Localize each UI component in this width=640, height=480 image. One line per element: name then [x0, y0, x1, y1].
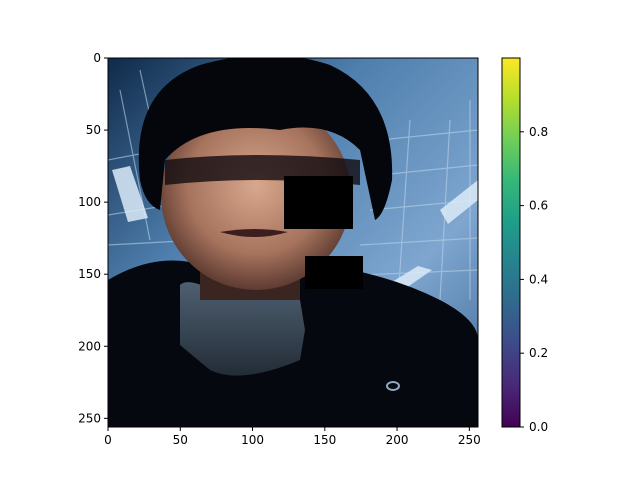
x-tick-label: 50 — [173, 433, 188, 447]
y-tick-label: 150 — [78, 267, 101, 281]
colorbar-tick-label: 0.8 — [529, 125, 548, 139]
y-tick-label: 250 — [78, 411, 101, 425]
x-tick-label: 0 — [104, 433, 112, 447]
turtleneck-sweater — [180, 282, 305, 376]
x-tick-label: 150 — [313, 433, 336, 447]
y-axis: 0 50 100 150 200 250 — [78, 51, 108, 425]
colorbar-tick-label: 0.6 — [529, 199, 548, 213]
x-tick-label: 250 — [458, 433, 481, 447]
occlusion-box-2 — [305, 256, 363, 289]
colorbar-tick-label: 0.0 — [529, 420, 548, 434]
y-tick-label: 200 — [78, 339, 101, 353]
y-tick-label: 0 — [93, 51, 101, 65]
x-axis: 0 50 100 150 200 250 — [104, 427, 481, 447]
occlusion-box-1 — [284, 176, 353, 229]
photo-image — [108, 58, 478, 427]
x-tick-label: 100 — [241, 433, 264, 447]
colorbar — [501, 57, 521, 428]
x-tick-label: 200 — [386, 433, 409, 447]
face — [161, 100, 351, 290]
colorbar-tick-label: 0.4 — [529, 272, 548, 286]
mouth — [220, 229, 288, 237]
y-tick-label: 50 — [86, 123, 101, 137]
jacket-button — [386, 381, 400, 391]
image-axes-frame — [107, 57, 479, 428]
ceiling-lights — [112, 166, 478, 288]
y-tick-label: 100 — [78, 195, 101, 209]
hair — [138, 58, 393, 220]
colorbar-tick-label: 0.2 — [529, 346, 548, 360]
colorbar-axis: 0.0 0.2 0.4 0.6 0.8 — [520, 125, 548, 434]
